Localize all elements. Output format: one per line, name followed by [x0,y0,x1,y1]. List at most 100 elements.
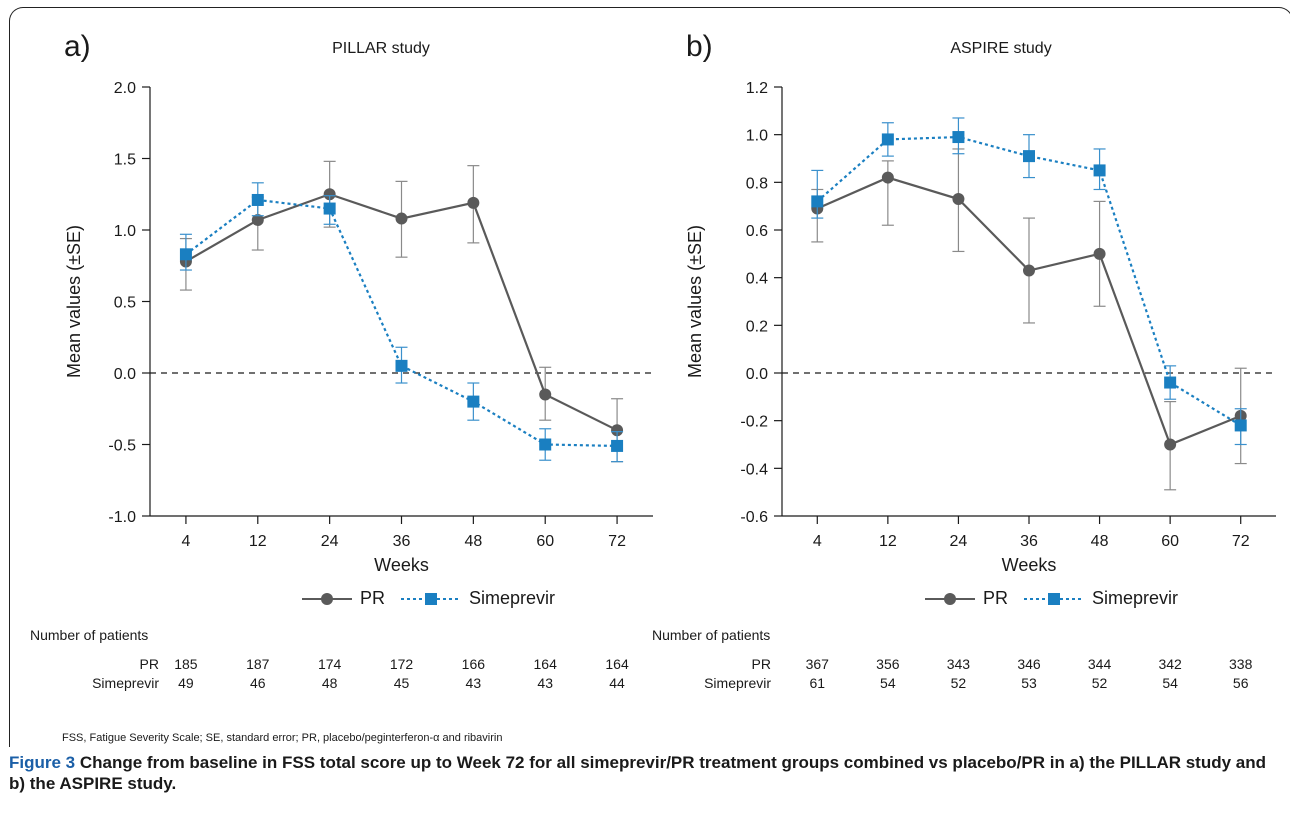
panel-b-letter: b) [686,30,713,63]
patients-row-label: PR [139,656,159,672]
pr-point [467,196,480,209]
aspire-chart: 1.2 1.0 0.8 0.6 0.4 0.2 0.0 -0.2 -0.4 -0.6 4 12 24 36… [685,80,1276,575]
x-tick-label: 60 [536,533,554,550]
panel-a-letter: a) [64,30,91,63]
patients-count: 43 [465,675,482,691]
y-axis-label: Mean values (±SE) [685,225,705,378]
patients-count: 61 [809,675,826,691]
patients-count: 166 [461,656,486,672]
patients-count: 367 [805,656,829,672]
pr-point [395,212,408,225]
patients-count: 164 [533,656,557,672]
legend-pr-label: PR [360,588,386,608]
pillar-chart: 2.0 1.5 1.0 0.5 0.0 -0.5 -1.0 4 12 24 36 48 60 72 Week… [64,80,653,575]
pr-point [1164,438,1177,451]
patients-count: 164 [605,656,629,672]
patients-count: 54 [1162,675,1178,691]
patients-count: 52 [1091,675,1108,691]
y-tick-label: 1.5 [114,152,136,169]
patients-count: 52 [950,675,967,691]
simeprevir-point [1093,164,1106,177]
patients-row-label: PR [751,656,771,672]
patients-count: 43 [537,675,553,691]
patients-header-a: Number of patients [30,627,149,643]
caption-text: Change from baseline in FSS total score … [9,753,1267,793]
patients-count: 346 [1017,656,1041,672]
patients-count: 48 [321,675,338,691]
patients-count: 344 [1087,656,1112,672]
patients-count: 343 [946,656,971,672]
x-tick-label: 72 [1232,533,1250,550]
x-tick-label: 48 [464,533,482,550]
legend-simeprevir-marker [1024,592,1085,605]
simeprevir-point [467,395,480,408]
x-tick-label: 12 [249,533,267,550]
simeprevir-point [1234,419,1247,432]
simeprevir-point [323,202,336,215]
x-tick-label: 36 [1020,533,1038,550]
pr-point [1093,247,1106,260]
patients-count: 174 [317,656,342,672]
y-tick-label: 0.8 [746,175,768,192]
panel-a-title: PILLAR study [332,40,430,57]
legend-simeprevir-marker [401,592,462,605]
y-tick-label: -1.0 [108,509,136,526]
patients-count: 49 [178,675,194,691]
y-tick-label: 1.2 [746,80,768,97]
legend-b: PR Simeprevir [925,588,1178,609]
x-tick-label: 24 [321,533,339,550]
simeprevir-point [539,438,552,451]
simeprevir-point [251,193,264,206]
figure-caption: Figure 3 Change from baseline in FSS tot… [9,752,1281,794]
abbreviations-footnote: FSS, Fatigue Severity Scale; SE, standar… [62,732,503,744]
pr-point [539,388,552,401]
x-tick-label: 72 [608,533,626,550]
pr-point [881,171,894,184]
simeprevir-point [1164,376,1177,389]
simeprevir-point [881,133,894,146]
pr-point [323,188,336,201]
simeprevir-point [179,248,192,261]
y-tick-label: 0.0 [746,366,768,383]
x-axis-label: Weeks [374,555,429,575]
x-tick-label: 60 [1161,533,1179,550]
pr-point [611,424,624,437]
y-tick-label: -0.2 [740,414,768,431]
y-tick-label: -0.4 [740,461,768,478]
legend-pr-marker [925,592,975,605]
legend-simeprevir-label: Simeprevir [1092,588,1179,608]
simeprevir-point [611,439,624,452]
patients-count: 54 [880,675,896,691]
x-tick-label: 12 [879,533,897,550]
patients-count: 187 [246,656,270,672]
y-axis-label: Mean values (±SE) [64,225,84,378]
y-tick-label: 0.2 [746,318,768,335]
y-tick-label: 1.0 [114,223,136,240]
patients-count: 53 [1021,675,1037,691]
y-tick-label: 0.0 [114,366,136,383]
simeprevir-point [952,131,965,144]
patients-count: 45 [393,675,410,691]
x-tick-label: 4 [813,533,822,550]
pr-point [952,193,965,206]
y-tick-label: 0.6 [746,223,768,240]
patients-count: 172 [389,656,414,672]
pr-point [1023,264,1035,277]
patients-row-label: Simeprevir [704,675,771,691]
legend-pr-label: PR [983,588,1009,608]
patients-row-label: Simeprevir [92,675,159,691]
panel-b-title: ASPIRE study [950,40,1052,57]
y-tick-label: -0.5 [108,438,136,455]
x-tick-label: 48 [1091,533,1109,550]
patients-count: 46 [249,675,266,691]
caption-lead: Figure 3 [9,753,76,772]
simeprevir-point [811,195,824,208]
y-tick-label: 0.4 [746,271,768,288]
patients-count: 44 [609,675,625,691]
patients-count: 356 [876,656,900,672]
patients-count: 185 [174,656,198,672]
legend-a: PR Simeprevir [302,588,555,609]
x-tick-label: 24 [950,533,968,550]
pr-point [251,213,264,226]
y-tick-label: 1.0 [746,128,768,145]
